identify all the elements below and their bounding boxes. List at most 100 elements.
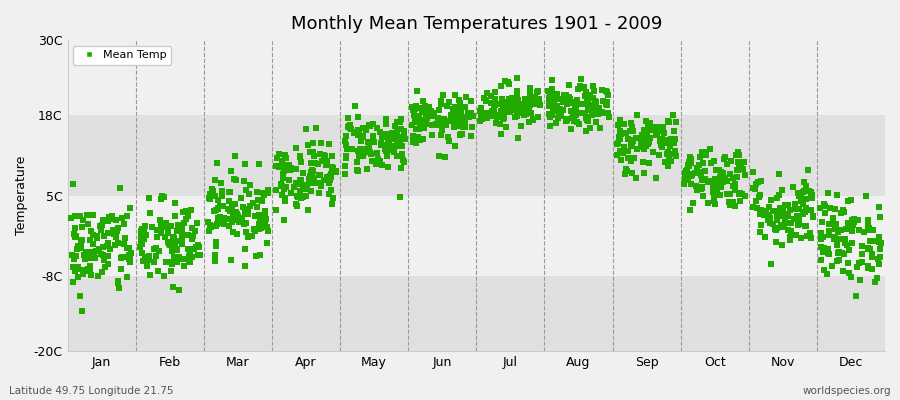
Point: [432, 107, 446, 113]
Point: [247, 200, 261, 207]
Point: [192, 244, 206, 250]
Point: [160, 226, 175, 232]
Point: [230, 231, 245, 237]
Point: [543, 114, 557, 120]
Point: [567, 118, 581, 124]
Point: [496, 101, 510, 108]
Point: [140, 263, 154, 269]
Point: [277, 152, 292, 158]
Point: [731, 159, 745, 165]
Point: [181, 245, 195, 252]
Point: [766, 208, 780, 214]
Point: [845, 226, 859, 232]
Point: [818, 203, 832, 210]
Point: [846, 220, 860, 227]
Point: [305, 168, 320, 174]
Point: [833, 227, 848, 233]
Point: [595, 87, 609, 93]
Point: [178, 208, 193, 214]
Point: [554, 113, 568, 119]
Point: [487, 102, 501, 108]
Point: [844, 274, 859, 280]
Point: [312, 190, 327, 196]
Point: [730, 167, 744, 174]
Point: [526, 116, 540, 122]
Point: [419, 115, 434, 122]
Point: [202, 196, 217, 203]
Point: [390, 128, 404, 134]
Point: [588, 110, 602, 117]
Point: [832, 257, 846, 263]
Point: [342, 124, 356, 130]
Point: [708, 201, 723, 207]
Point: [841, 260, 855, 266]
Point: [448, 104, 463, 110]
Point: [697, 192, 711, 199]
Point: [630, 112, 644, 118]
Point: [522, 110, 536, 116]
Point: [283, 167, 297, 174]
Point: [666, 112, 680, 118]
Point: [157, 272, 171, 279]
Point: [292, 154, 307, 160]
Point: [713, 174, 727, 180]
Point: [840, 242, 854, 248]
Point: [614, 157, 628, 163]
Point: [353, 145, 367, 152]
Point: [852, 277, 867, 283]
Point: [234, 216, 248, 223]
Point: [806, 214, 821, 220]
Point: [725, 183, 740, 190]
Point: [350, 127, 365, 133]
Point: [217, 214, 231, 221]
Point: [796, 201, 811, 208]
Point: [135, 241, 149, 248]
Point: [580, 97, 594, 104]
Point: [573, 82, 588, 89]
Point: [325, 153, 339, 159]
Point: [84, 272, 98, 278]
Point: [796, 210, 811, 217]
Point: [284, 190, 298, 196]
Point: [97, 257, 112, 263]
Point: [639, 140, 653, 147]
Point: [814, 232, 828, 238]
Point: [182, 253, 196, 260]
Point: [378, 146, 392, 152]
Point: [861, 265, 876, 271]
Point: [416, 98, 430, 104]
Point: [69, 246, 84, 252]
Point: [138, 258, 152, 264]
Point: [655, 136, 670, 142]
Point: [613, 134, 627, 140]
Point: [289, 192, 303, 199]
Point: [299, 181, 313, 188]
Point: [76, 252, 91, 259]
Point: [750, 204, 764, 211]
Point: [427, 110, 441, 116]
Point: [243, 203, 257, 210]
Point: [362, 122, 376, 128]
Point: [555, 99, 570, 105]
Point: [580, 117, 595, 123]
Point: [108, 216, 122, 223]
Point: [692, 185, 706, 191]
Point: [547, 103, 562, 109]
Point: [505, 95, 519, 102]
Point: [835, 268, 850, 274]
Point: [602, 114, 616, 120]
Point: [814, 205, 828, 212]
Point: [91, 272, 105, 279]
Point: [820, 271, 834, 277]
Point: [270, 154, 284, 161]
Point: [167, 200, 182, 206]
Point: [113, 255, 128, 262]
Point: [169, 247, 184, 254]
Point: [448, 114, 463, 120]
Point: [163, 238, 177, 245]
Point: [211, 214, 225, 221]
Point: [319, 162, 333, 168]
Point: [842, 270, 857, 276]
Point: [258, 208, 273, 214]
Point: [93, 223, 107, 230]
